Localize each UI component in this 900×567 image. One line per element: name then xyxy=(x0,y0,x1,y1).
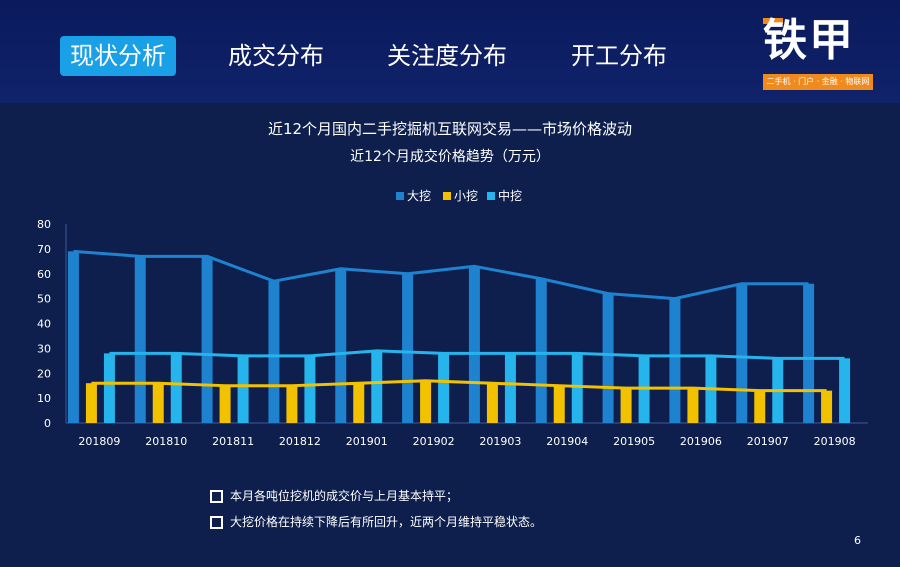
note-text: 大挖价格在持续下降后有所回升，近两个月维持平稳状态。 xyxy=(230,515,543,529)
bar-大挖 xyxy=(402,273,414,423)
y-tick-label: 10 xyxy=(37,392,51,405)
x-tick-label: 201812 xyxy=(279,435,321,448)
x-tick-label: 201901 xyxy=(346,435,388,448)
y-tick-label: 60 xyxy=(37,268,51,281)
bar-小挖 xyxy=(553,385,565,423)
bar-小挖 xyxy=(620,388,632,423)
trendline-中挖 xyxy=(109,349,845,360)
y-tick-label: 40 xyxy=(37,318,51,331)
logo-name: 铁甲 xyxy=(763,15,855,66)
tab-attention-distribution[interactable]: 关注度分布 xyxy=(387,42,507,70)
bar-中挖 xyxy=(438,353,450,423)
bar-中挖 xyxy=(839,358,851,423)
x-tick-label: 201902 xyxy=(413,435,455,448)
bar-大挖 xyxy=(134,256,146,423)
tab-transaction-distribution[interactable]: 成交分布 xyxy=(228,42,324,70)
x-tick-label: 201810 xyxy=(145,435,187,448)
bar-小挖 xyxy=(420,380,432,423)
legend-swatch xyxy=(487,192,495,200)
bar-大挖 xyxy=(736,283,748,423)
bar-大挖 xyxy=(468,266,480,423)
x-tick-label: 201903 xyxy=(479,435,521,448)
notes-list: 本月各吨位挖机的成交价与上月基本持平； 大挖价格在持续下降后有所回升，近两个月维… xyxy=(210,486,542,538)
bar-中挖 xyxy=(170,353,182,423)
bar-中挖 xyxy=(371,350,383,423)
bar-小挖 xyxy=(152,383,164,423)
note-text: 本月各吨位挖机的成交价与上月基本持平； xyxy=(230,489,459,503)
bar-大挖 xyxy=(535,278,547,423)
tab-operation-distribution[interactable]: 开工分布 xyxy=(571,42,667,70)
header-bar: 现状分析 成交分布 关注度分布 开工分布 铁甲 二手机 · 门户 · 金融 · … xyxy=(0,0,900,103)
y-tick-label: 70 xyxy=(37,243,51,256)
bar-中挖 xyxy=(504,353,516,423)
x-tick-label: 201906 xyxy=(680,435,722,448)
legend-label: 大挖 xyxy=(407,188,431,203)
y-tick-label: 80 xyxy=(37,218,51,231)
chart-title: 近12个月国内二手挖掘机互联网交易——市场价格波动 xyxy=(267,120,633,138)
x-tick-label: 201811 xyxy=(212,435,254,448)
x-tick-label: 201905 xyxy=(613,435,655,448)
tab-status-analysis[interactable]: 现状分析 xyxy=(60,36,176,76)
x-tick-label: 201907 xyxy=(747,435,789,448)
bar-大挖 xyxy=(268,281,280,423)
note-item: 本月各吨位挖机的成交价与上月基本持平； xyxy=(210,486,542,512)
trendline-小挖 xyxy=(91,379,827,393)
bar-小挖 xyxy=(219,385,231,423)
bar-中挖 xyxy=(304,355,316,423)
legend-label: 中挖 xyxy=(498,188,522,203)
checkbox-icon xyxy=(210,516,223,529)
bar-中挖 xyxy=(103,353,115,423)
logo-tagline: 二手机 · 门户 · 金融 · 物联网 xyxy=(763,74,873,90)
bar-小挖 xyxy=(486,383,498,423)
logo-accent-mark xyxy=(763,18,783,24)
legend-label: 小挖 xyxy=(454,188,478,203)
y-tick-label: 20 xyxy=(37,367,51,380)
bar-中挖 xyxy=(237,355,249,423)
page-number: 6 xyxy=(854,534,861,547)
bar-小挖 xyxy=(754,390,766,423)
y-tick-label: 50 xyxy=(37,293,51,306)
x-tick-label: 201809 xyxy=(78,435,120,448)
x-tick-label: 201904 xyxy=(546,435,588,448)
note-item: 大挖价格在持续下降后有所回升，近两个月维持平稳状态。 xyxy=(210,512,542,538)
bar-小挖 xyxy=(353,383,365,423)
price-trend-chart: 大挖 小挖 中挖 0 10 20 30 40 50 60 70 80 201809 201810 20181… xyxy=(37,188,868,448)
bar-大挖 xyxy=(602,293,614,423)
y-tick-label: 0 xyxy=(44,417,51,430)
brand-logo: 铁甲 二手机 · 门户 · 金融 · 物联网 xyxy=(763,12,873,90)
checkbox-icon xyxy=(210,490,223,503)
x-tick-label: 201908 xyxy=(814,435,856,448)
bar-大挖 xyxy=(803,283,815,423)
bar-大挖 xyxy=(335,268,347,423)
y-tick-label: 30 xyxy=(37,342,51,355)
bar-小挖 xyxy=(821,390,833,423)
legend-swatch xyxy=(396,192,404,200)
bar-大挖 xyxy=(67,251,79,423)
bar-小挖 xyxy=(687,388,699,423)
bar-小挖 xyxy=(85,383,97,423)
bar-小挖 xyxy=(286,385,298,423)
trendline-大挖 xyxy=(73,249,809,301)
bar-大挖 xyxy=(201,256,213,423)
bar-大挖 xyxy=(669,298,681,423)
legend-swatch xyxy=(443,192,451,200)
chart-subtitle: 近12个月成交价格趋势（万元） xyxy=(350,149,550,165)
bar-中挖 xyxy=(571,353,583,423)
